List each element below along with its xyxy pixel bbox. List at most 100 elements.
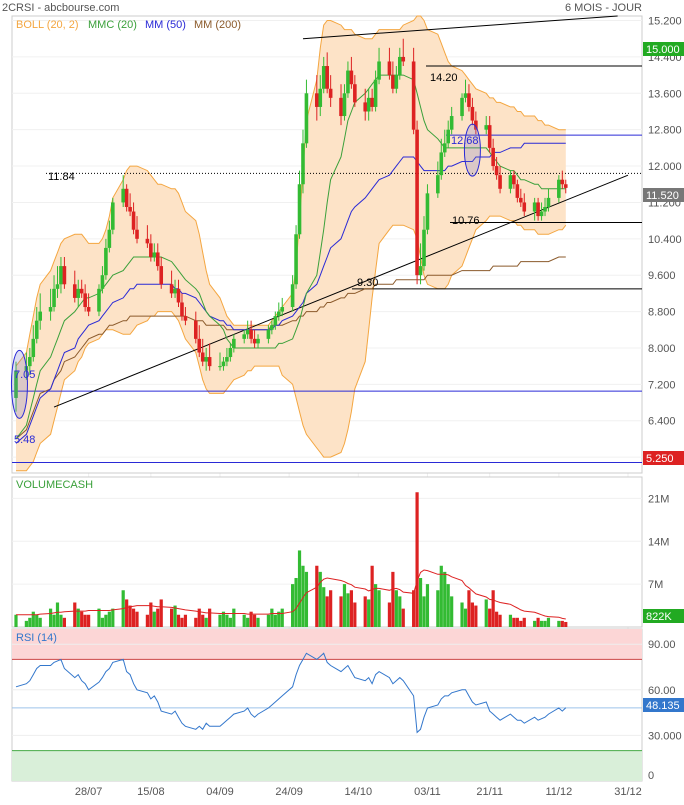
volume-bar — [353, 602, 357, 627]
date-tick-label: 21/11 — [476, 786, 503, 798]
candle-body — [373, 79, 378, 107]
volume-bar — [467, 590, 471, 627]
volume-bar — [131, 608, 136, 627]
candle-body — [487, 125, 492, 148]
price-tick-label: 6.400 — [648, 416, 676, 428]
period-label: 6 MOIS - JOUR — [565, 2, 642, 14]
volume-bar — [522, 617, 526, 627]
indicator-legend: BOLL (20, 2) MMC (20) MM (50) MM (200) — [16, 19, 241, 31]
candle-body — [207, 357, 212, 367]
volume-bar — [425, 584, 430, 627]
volume-bar — [391, 571, 395, 627]
date-tick-label: 31/12 — [614, 786, 642, 798]
candle-body — [225, 357, 229, 362]
label-10-76: 10.76 — [452, 215, 480, 227]
candle-body — [425, 193, 430, 230]
candle-body — [28, 357, 32, 367]
volume-bar — [474, 605, 478, 627]
candle-body — [339, 97, 343, 117]
label-11-84: 11.84 — [48, 171, 75, 183]
candle-body — [169, 284, 174, 294]
candle-body — [474, 120, 478, 130]
volume-bar — [270, 608, 274, 627]
volume-bar — [436, 590, 440, 627]
candle-body — [266, 329, 271, 339]
volume-bar — [394, 590, 398, 627]
candle-body — [539, 211, 544, 217]
volume-bar — [97, 608, 101, 627]
rsi-tick-label: 0 — [648, 770, 654, 782]
volume-axis: 21M 14M 7M — [648, 493, 669, 591]
candle-body — [397, 56, 402, 76]
candle-body — [415, 129, 419, 276]
candle-body — [411, 61, 416, 130]
candle-body — [55, 284, 60, 289]
volume-bar — [52, 614, 56, 627]
volume-bar — [322, 587, 326, 627]
candle-body — [155, 252, 160, 267]
volume-bar — [346, 593, 350, 627]
rsi-tick-label: 30.000 — [648, 730, 682, 742]
candle-body — [442, 143, 447, 153]
volume-bar — [342, 584, 347, 627]
volume-grid — [12, 497, 642, 585]
candle-body — [543, 206, 547, 212]
price-panel: 11.84 14.20 12.68 10.76 9.30 7.05 5.48 B… — [10, 15, 684, 474]
volume-bar — [491, 590, 495, 627]
candle-body — [467, 93, 471, 107]
volume-bar — [373, 584, 378, 627]
candle-body — [97, 288, 101, 312]
label-14-20: 14.20 — [430, 72, 458, 84]
candle-body — [349, 70, 354, 85]
volume-bar — [169, 608, 174, 627]
volume-bar — [208, 608, 212, 627]
volume-bar — [446, 584, 450, 627]
mm200-line — [15, 256, 566, 440]
candle-body — [422, 229, 426, 267]
volume-bars — [14, 492, 568, 627]
volume-bar — [28, 617, 32, 627]
label-5-48: 5.48 — [14, 434, 35, 446]
volume-bar — [439, 565, 443, 627]
volume-bar — [329, 590, 333, 627]
price-tick-label: 8.000 — [648, 343, 676, 355]
candle-body — [124, 188, 129, 207]
volume-bar — [156, 608, 160, 627]
volume-bar — [277, 611, 281, 627]
volume-bar — [125, 599, 129, 627]
volume-bar — [470, 602, 475, 627]
volume-panel: VOLUMECASH 21M 14M 7M 822K — [11, 476, 684, 628]
volume-bar — [111, 608, 115, 627]
volume-bar — [318, 571, 322, 627]
volume-bar — [370, 565, 374, 627]
rsi-panel: RSI (14) 90.00 60.00 30.000 0 48.135 — [11, 628, 684, 782]
volume-bar — [398, 596, 402, 627]
volume-bar — [533, 620, 537, 627]
volume-bar — [204, 617, 208, 627]
volume-bar — [38, 617, 42, 627]
mmc20-line — [15, 74, 566, 440]
volume-bar — [14, 614, 18, 627]
rsi-tick-label: 90.00 — [648, 639, 676, 651]
candle-body — [232, 338, 236, 348]
volume-bar — [539, 620, 544, 627]
volume-bar — [228, 617, 232, 627]
volume-bar — [246, 617, 250, 627]
candle-body — [228, 347, 233, 358]
candle-body — [200, 352, 205, 362]
highlight-july — [10, 349, 28, 419]
candle-body — [449, 116, 454, 130]
candle-body — [294, 234, 298, 285]
volume-bar — [173, 605, 177, 627]
volume-bar — [546, 617, 551, 627]
volume-bar — [377, 590, 381, 627]
volume-bar — [387, 602, 392, 627]
price-tick-label: 10.400 — [648, 234, 682, 246]
volume-bar — [256, 617, 260, 627]
volume-bar — [73, 602, 77, 627]
volume-bar — [515, 617, 519, 627]
candle-body — [491, 147, 495, 167]
volume-bar — [536, 617, 540, 627]
volume-bar — [291, 584, 295, 627]
